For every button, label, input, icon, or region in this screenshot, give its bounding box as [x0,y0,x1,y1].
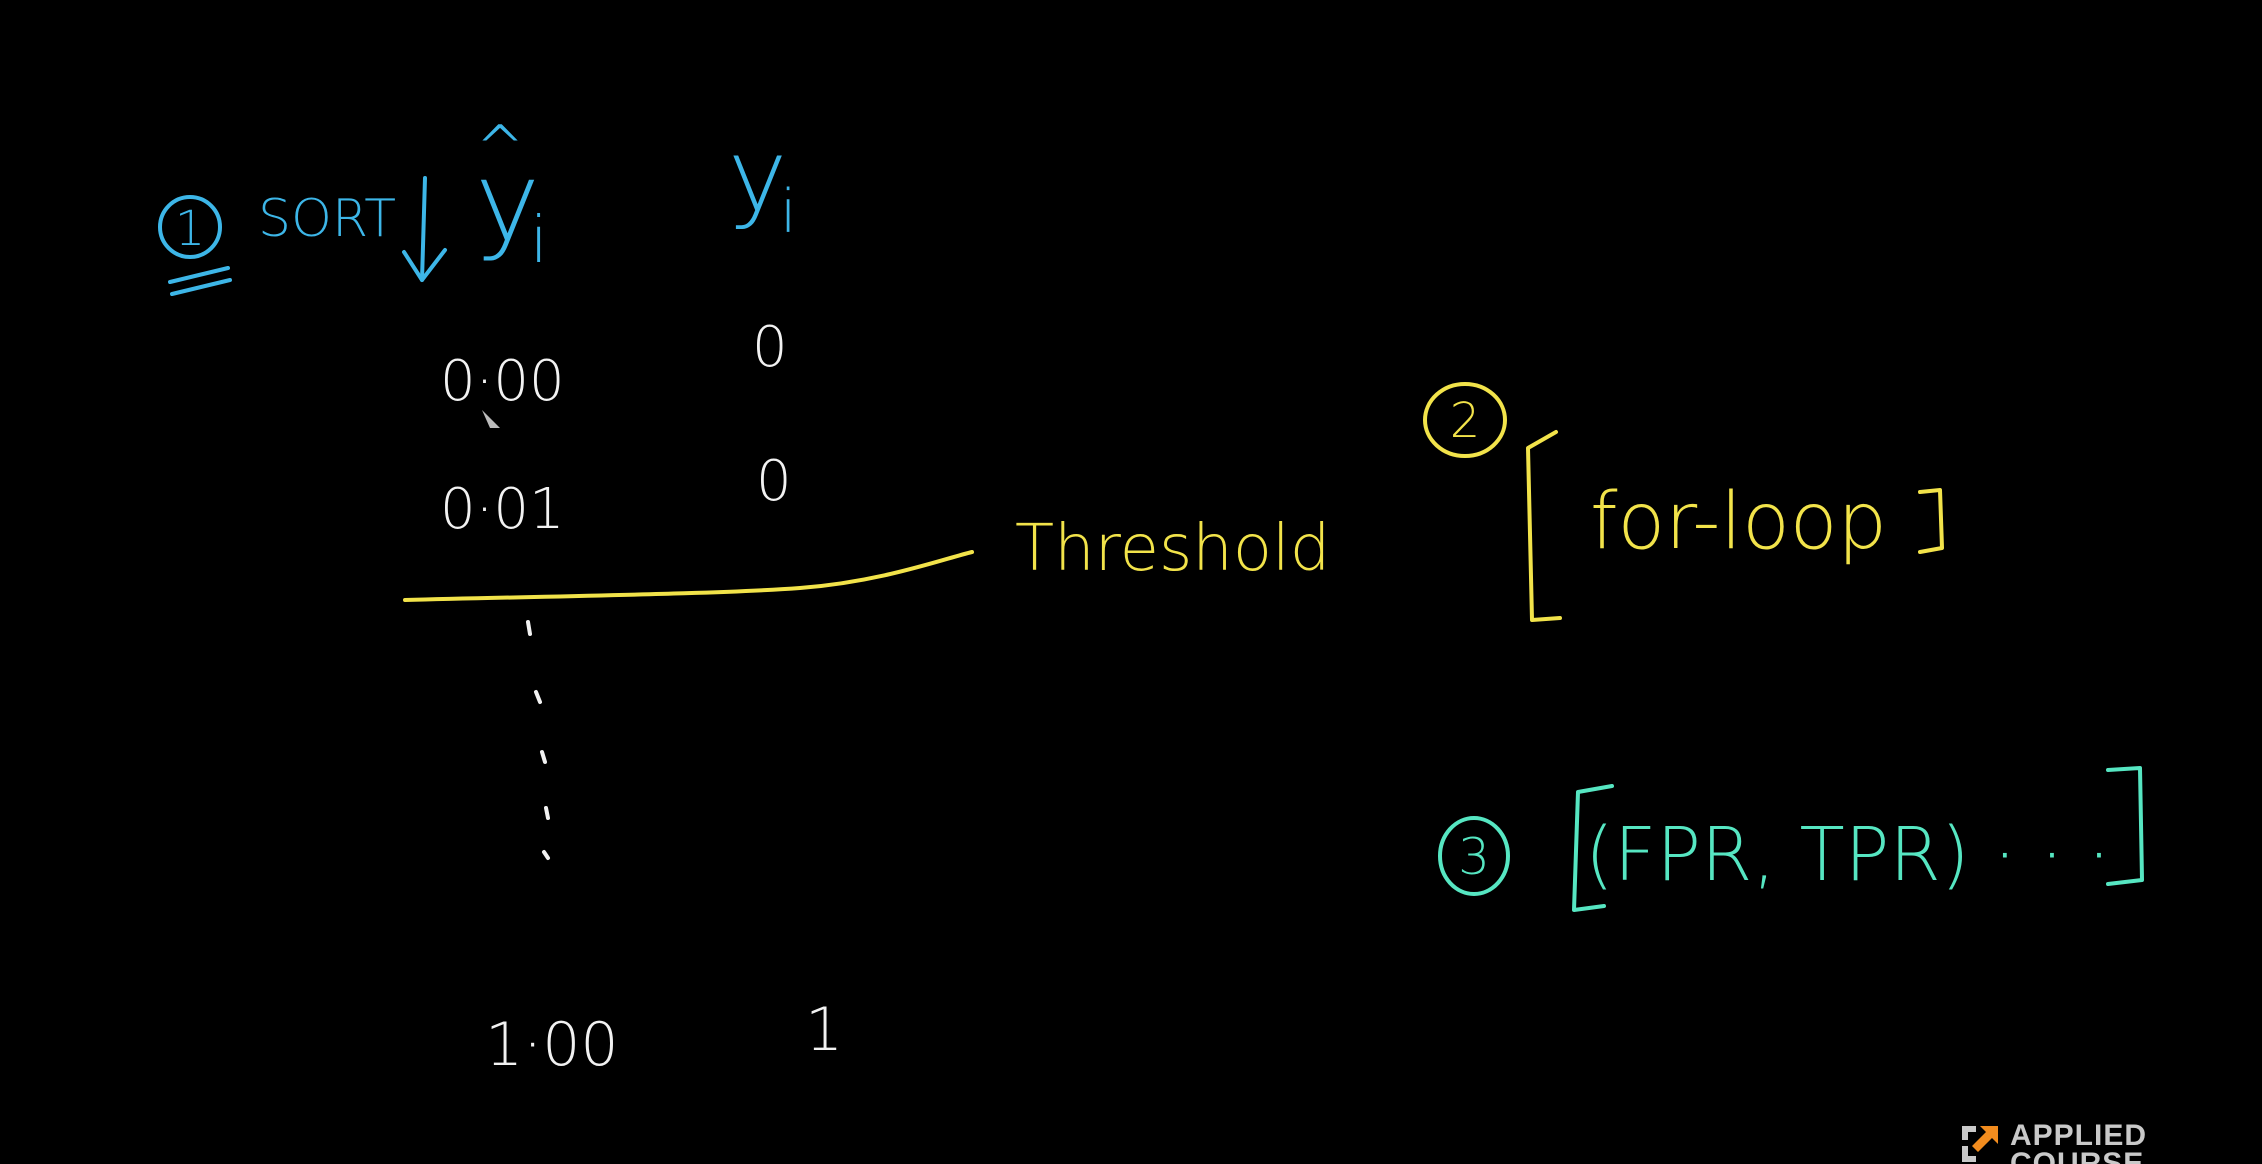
step1-number: 1 [175,201,206,257]
sort-down-arrow-icon [402,176,447,282]
step2: 2 for-loop [1423,382,1944,622]
step3-right-bracket [2106,766,2144,886]
step3-circle [1438,816,1510,896]
true-header: y [728,117,787,234]
predicted-header: y [475,138,540,266]
logo-arrow-icon [1961,1126,1998,1162]
threshold-line [403,550,974,602]
step2-left-bracket [1526,430,1562,622]
step1-underline [168,266,232,296]
ellipsis-dots [526,620,550,860]
row-1-true: 0 [752,315,788,380]
threshold-label: Threshold [1015,512,1330,586]
step2-number: 2 [1450,393,1481,449]
true-header-subscript: i [780,177,797,247]
score-table: 0·00 0 0·01 0 1·00 1 [440,315,843,1080]
step2-text: for-loop [1590,477,1887,567]
step3-left-bracket [1572,784,1614,912]
step1-circle [158,195,222,259]
row-last-predicted: 1·00 [485,1010,619,1080]
cursor-icon [482,410,500,428]
step2-right-bracket [1918,488,1944,554]
row-2-true: 0 [756,449,792,514]
threshold-marker: Threshold [403,512,1330,602]
row-1-predicted: 0·00 [440,349,565,414]
step1-header: 1 SORT ^ y i y i [158,113,797,296]
row-last-true: 1 [805,995,843,1065]
step2-circle [1423,382,1507,458]
applied-course-logo: APPLIED COURSE [1958,1122,2147,1164]
step3-number: 3 [1458,828,1490,886]
logo-text: APPLIED COURSE [2009,1122,2147,1164]
step3-text: (FPR, TPR) · · · [1585,812,2111,898]
predicted-header-subscript: i [530,204,548,278]
row-2-predicted: 0·01 [440,477,565,542]
predicted-header-hat: ^ [475,113,525,183]
step3: 3 (FPR, TPR) · · · [1438,766,2144,912]
sort-label: SORT [258,189,396,249]
